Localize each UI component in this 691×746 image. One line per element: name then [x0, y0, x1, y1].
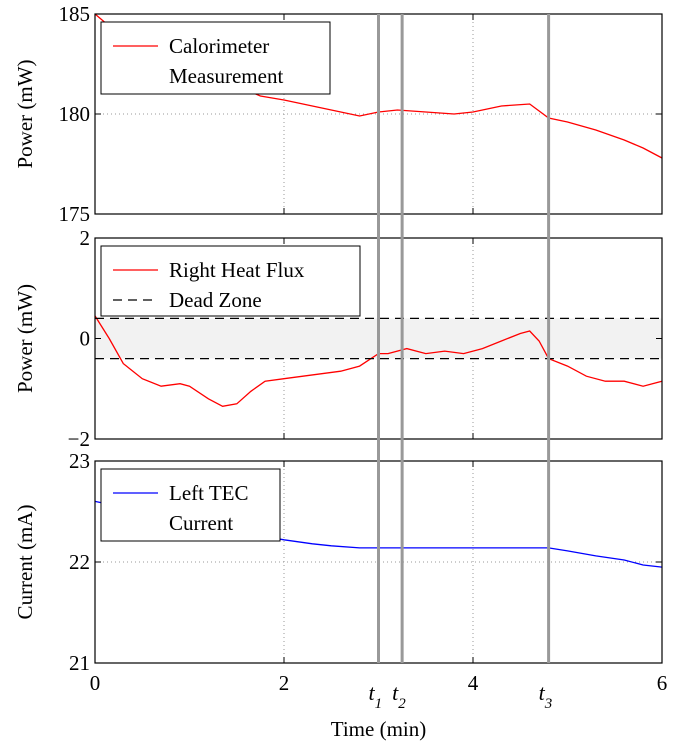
legend-box [100, 21, 331, 95]
y-axis-label-tec-current: Current (mA) [13, 505, 37, 620]
grid-tec-current [95, 461, 662, 663]
x-tick-label: 0 [90, 671, 101, 695]
y-axis-label-calorimeter: Power (mW) [13, 59, 37, 168]
panel-heat-flux: −2 0 2 Power (mW) Right Heat Flux Dead Zone [13, 226, 663, 451]
time-markers: t1 t2 t3 [369, 14, 553, 712]
y-tick-label: 22 [69, 550, 90, 574]
x-tick-label: 2 [279, 671, 290, 695]
y-tick-label: 180 [59, 102, 91, 126]
marker-label: t3 [539, 680, 553, 712]
y-tick-label: 2 [80, 226, 91, 250]
y-tick-label: 185 [59, 2, 91, 26]
x-axis-label: Time (min) [331, 717, 426, 741]
grid-calorimeter [95, 14, 662, 214]
marker-label: t2 [392, 680, 406, 712]
panel-tec-current: 21 22 23 Current (mA) Left TEC Current [13, 449, 663, 675]
legend-entry-label: Calorimeter Measurement [169, 34, 283, 88]
y-tick-label: 0 [80, 327, 91, 351]
legend-entry-label: Left TEC Current [169, 481, 249, 535]
y-tick-label: 21 [69, 651, 90, 675]
y-tick-label: 23 [69, 449, 90, 473]
legend-entry-label: Dead Zone [169, 288, 262, 312]
y-ticks-heat-flux: −2 0 2 [68, 226, 662, 451]
legend-entry-label: Right Heat Flux [169, 258, 305, 282]
x-tick-label: 6 [657, 671, 668, 695]
legend-calorimeter: Calorimeter Measurement [100, 21, 331, 95]
panel-calorimeter: 175 180 185 Power (mW) Calorimeter Measurem… [13, 2, 663, 226]
y-tick-label: 175 [59, 202, 91, 226]
x-ticks: 0 2 4 6 [90, 14, 668, 695]
legend-heat-flux: Right Heat Flux Dead Zone [100, 245, 361, 317]
legend-tec-current: Left TEC Current [100, 468, 281, 542]
y-ticks-calorimeter: 175 180 185 [59, 2, 662, 226]
legend-box [100, 245, 361, 317]
legend-box [100, 468, 281, 542]
y-ticks-tec-current: 21 22 23 [69, 449, 662, 675]
y-axis-label-heat-flux: Power (mW) [13, 284, 37, 393]
y-tick-label: −2 [68, 427, 90, 451]
x-tick-label: 4 [468, 671, 479, 695]
marker-label: t1 [369, 680, 383, 712]
